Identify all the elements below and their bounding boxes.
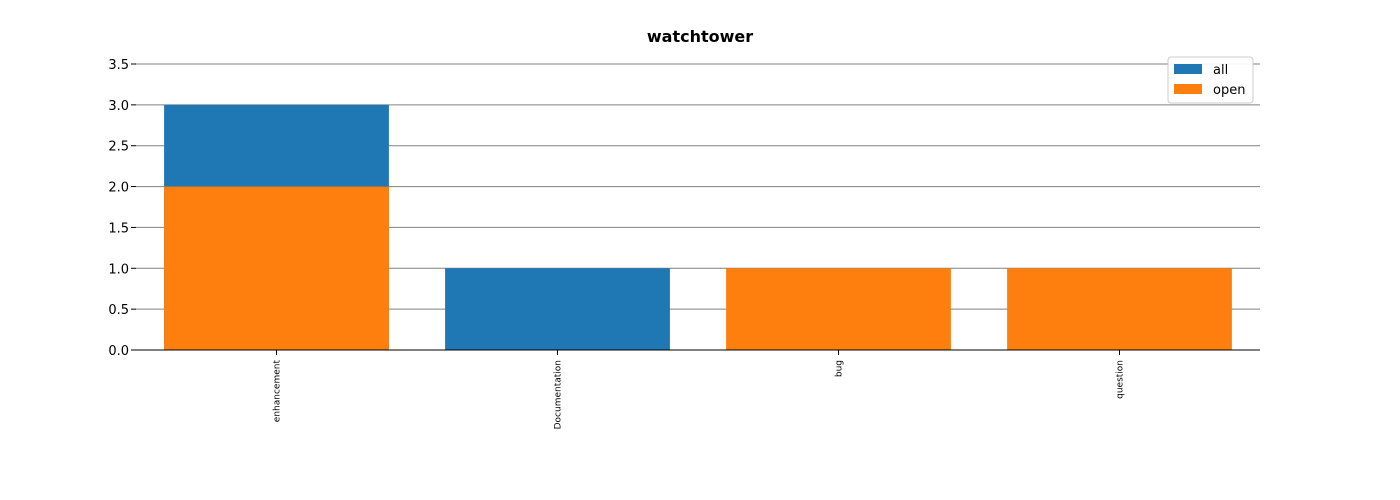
y-tick-label: 0.0 <box>108 344 129 359</box>
y-tick-label: 1.0 <box>108 262 129 277</box>
y-tick-label: 2.0 <box>108 181 129 196</box>
y-tick-label: 2.5 <box>108 140 129 155</box>
y-tick-label: 3.0 <box>108 99 129 114</box>
chart-title: watchtower <box>647 27 753 46</box>
x-tick-label: question <box>1116 360 1126 399</box>
y-tick-label: 3.5 <box>108 58 129 73</box>
x-tick-label: bug <box>835 360 845 377</box>
legend: all open <box>1167 56 1254 104</box>
bars <box>164 104 1232 350</box>
x-axis: enhancement Documentation bug question <box>136 349 1260 429</box>
x-tick-label: Documentation <box>554 360 564 429</box>
bar-open-question <box>1007 268 1232 350</box>
legend-swatch-all <box>1174 64 1202 74</box>
bar-open-enhancement <box>164 186 389 350</box>
y-axis: 0.0 0.5 1.0 1.5 2.0 2.5 3.0 3.5 <box>108 58 136 359</box>
y-tick-label: 0.5 <box>108 303 129 318</box>
bar-all-Documentation <box>445 268 670 350</box>
x-tick-label: enhancement <box>273 360 283 423</box>
bar-open-bug <box>726 268 951 350</box>
y-tick-label: 1.5 <box>108 221 129 236</box>
legend-label-all: all <box>1213 63 1228 78</box>
legend-swatch-open <box>1174 84 1202 94</box>
legend-label-open: open <box>1213 83 1245 98</box>
